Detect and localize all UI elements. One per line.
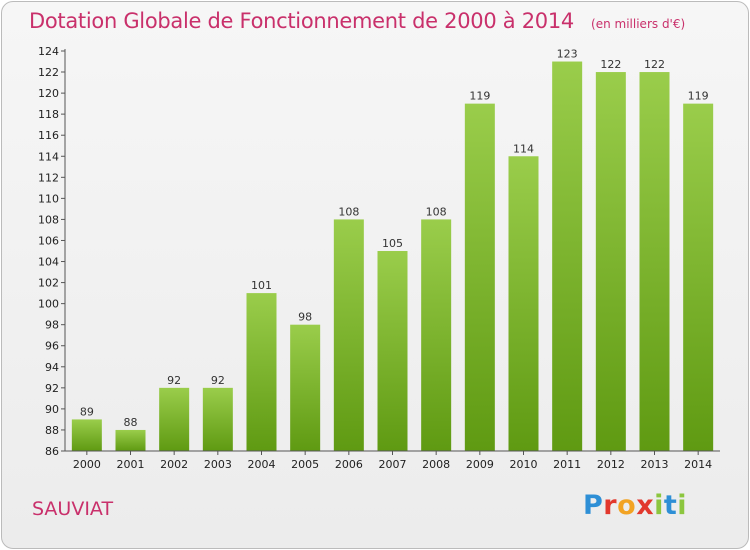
- bar: [421, 219, 452, 451]
- bar-value-label: 123: [557, 48, 578, 61]
- x-tick-label: 2005: [291, 458, 319, 471]
- bar: [333, 219, 364, 451]
- y-tick-label: 116: [38, 129, 59, 142]
- bar-value-label: 105: [382, 237, 403, 250]
- y-tick-label: 96: [45, 340, 59, 353]
- logo-letter: r: [603, 490, 618, 521]
- bar: [246, 293, 277, 451]
- bar-value-label: 108: [338, 205, 359, 218]
- y-tick-label: 120: [38, 87, 59, 100]
- logo-letter: i: [677, 490, 688, 521]
- y-tick-label: 124: [38, 45, 59, 58]
- y-tick-label: 112: [38, 171, 59, 184]
- bars: 89 88 92 92 101 98 108 105 108 119 114 123 122 122 119: [71, 48, 714, 452]
- commune-name: SAUVIAT: [32, 498, 114, 520]
- y-tick-label: 104: [38, 256, 59, 269]
- x-tick-label: 2004: [248, 458, 276, 471]
- y-tick-label: 118: [38, 108, 59, 121]
- x-tick-label: 2007: [379, 458, 407, 471]
- x-tick-label: 2003: [204, 458, 232, 471]
- y-tick-label: 86: [45, 445, 59, 458]
- bar: [202, 387, 233, 451]
- bar-value-label: 108: [426, 205, 447, 218]
- y-axis: 86 88 90 92 94 96 98 100 102 104 106 108 110 112 114 11…: [38, 45, 66, 458]
- chart-unit: (en milliers d'€): [591, 17, 686, 31]
- y-tick-label: 98: [45, 319, 59, 332]
- bar: [115, 429, 146, 451]
- bar-value-label: 98: [298, 311, 312, 324]
- bar: [290, 324, 321, 451]
- bar-value-label: 92: [167, 374, 181, 387]
- logo-letter: t: [663, 490, 678, 521]
- y-tick-label: 122: [38, 66, 59, 79]
- chart-title: Dotation Globale de Fonctionnement de 20…: [29, 9, 574, 33]
- x-tick-label: 2000: [73, 458, 101, 471]
- bar-value-label: 119: [469, 90, 490, 103]
- proxiti-logo: Proxiti: [583, 490, 687, 521]
- y-tick-label: 106: [38, 234, 59, 247]
- bar: [71, 419, 102, 451]
- bar-value-label: 119: [688, 90, 709, 103]
- title-line: Dotation Globale de Fonctionnement de 20…: [29, 9, 685, 33]
- x-tick-label: 2009: [466, 458, 494, 471]
- logo-letter: o: [617, 490, 637, 521]
- x-axis: 2000 2001 2002 2003 2004 2005 2006 2007 2008 2009…: [65, 450, 720, 471]
- y-tick-label: 92: [45, 382, 59, 395]
- bar-value-label: 122: [644, 58, 665, 71]
- bar-value-label: 122: [600, 58, 621, 71]
- bar: [595, 72, 626, 451]
- y-tick-label: 100: [38, 298, 59, 311]
- bar: [639, 72, 670, 451]
- bar-value-label: 114: [513, 142, 534, 155]
- x-tick-label: 2008: [422, 458, 450, 471]
- bar-value-label: 92: [211, 374, 225, 387]
- bar: [159, 387, 190, 451]
- y-tick-label: 108: [38, 213, 59, 226]
- x-tick-label: 2001: [117, 458, 145, 471]
- y-tick-label: 114: [38, 150, 59, 163]
- bar: [464, 103, 495, 451]
- x-tick-label: 2014: [684, 458, 712, 471]
- y-tick-label: 94: [45, 361, 59, 374]
- bar: [552, 61, 583, 452]
- bar: [377, 251, 408, 451]
- bar-value-label: 101: [251, 279, 272, 292]
- bar: [508, 156, 539, 451]
- bar-value-label: 88: [124, 416, 138, 429]
- bar: [683, 103, 714, 451]
- x-tick-label: 2012: [597, 458, 625, 471]
- y-tick-label: 90: [45, 403, 59, 416]
- bar-value-label: 89: [80, 405, 94, 418]
- x-tick-label: 2010: [510, 458, 538, 471]
- y-tick-label: 110: [38, 192, 59, 205]
- logo-letter: P: [583, 490, 604, 521]
- y-tick-label: 102: [38, 277, 59, 290]
- x-tick-label: 2002: [160, 458, 188, 471]
- logo-letter: x: [636, 490, 655, 521]
- x-tick-label: 2006: [335, 458, 363, 471]
- y-tick-label: 88: [45, 424, 59, 437]
- x-tick-label: 2011: [553, 458, 581, 471]
- logo-letter: i: [654, 490, 664, 521]
- x-tick-label: 2013: [641, 458, 669, 471]
